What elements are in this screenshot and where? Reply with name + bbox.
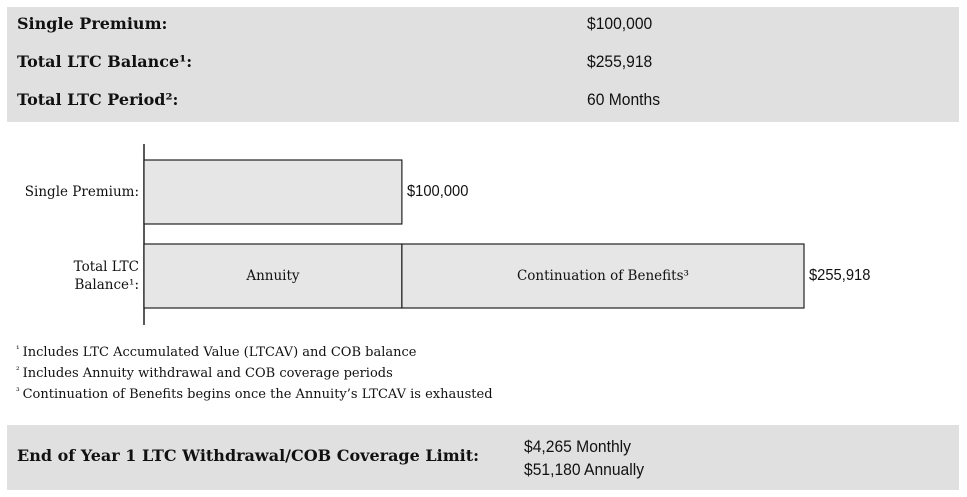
balance-chart-svg	[143, 144, 805, 325]
total-ltc-balance-value: $255,918	[587, 52, 653, 71]
bar-segment-1-1	[401, 243, 805, 309]
coverage-limit-monthly: $4,265 Monthly	[524, 437, 631, 456]
coverage-limit-label: End of Year 1 LTC Withdrawal/COB Coverag…	[17, 446, 479, 465]
category-label-1: Total LTC Balance¹:	[73, 259, 139, 293]
balance-chart: Single Premium: $100,000 Annuity Continuati…	[0, 130, 967, 330]
coverage-limit-values: $4,265 Monthly $51,180 Annually	[524, 435, 644, 481]
footnote-2: ² Includes Annuity withdrawal and COB cov…	[16, 364, 493, 385]
bar-segment-1-0	[143, 243, 403, 309]
summary-row-total-ltc-balance: Total LTC Balance¹: $255,918	[7, 45, 959, 83]
summary-row-single-premium: Single Premium: $100,000	[7, 7, 959, 45]
total-ltc-period-value: 60 Months	[587, 90, 661, 109]
footnote-3-mark: ³	[16, 387, 20, 397]
footnote-2-text: Includes Annuity withdrawal and COB cove…	[22, 366, 393, 381]
footnote-2-mark: ²	[16, 366, 20, 376]
single-premium-value: $100,000	[587, 14, 653, 33]
value-label-0: $100,000	[406, 183, 469, 200]
footnote-1-mark: ¹	[16, 345, 20, 355]
footnote-1: ¹ Includes LTC Accumulated Value (LTCAV) …	[16, 343, 493, 364]
footnotes: ¹ Includes LTC Accumulated Value (LTCAV) …	[16, 343, 493, 406]
segment-label-1-1: Continuation of Benefits³	[516, 268, 689, 284]
coverage-limit-panel: End of Year 1 LTC Withdrawal/COB Coverag…	[7, 425, 959, 490]
total-ltc-balance-label: Total LTC Balance¹:	[17, 52, 193, 71]
single-premium-label: Single Premium:	[17, 14, 168, 33]
segment-label-1-0: Annuity	[246, 268, 300, 284]
coverage-limit-annually: $51,180 Annually	[524, 460, 645, 479]
total-ltc-period-label: Total LTC Period²:	[17, 90, 179, 109]
category-label-0: Single Premium:	[24, 184, 139, 200]
summary-panel: Single Premium: $100,000 Total LTC Balan…	[7, 7, 959, 122]
value-label-1: $255,918	[809, 267, 871, 284]
footnote-3-text: Continuation of Benefits begins once the…	[22, 387, 493, 402]
footnote-1-text: Includes LTC Accumulated Value (LTCAV) a…	[22, 345, 417, 360]
summary-row-total-ltc-period: Total LTC Period²: 60 Months	[7, 83, 959, 121]
footnote-3: ³ Continuation of Benefits begins once th…	[16, 385, 493, 406]
bar-segment-0-0	[143, 159, 403, 225]
